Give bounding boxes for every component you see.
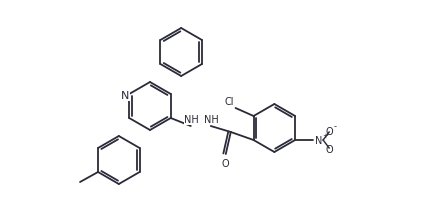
Text: O: O xyxy=(222,158,230,168)
Text: O: O xyxy=(325,144,333,154)
Text: O: O xyxy=(325,126,333,136)
Text: N: N xyxy=(315,135,322,145)
Text: -: - xyxy=(333,122,336,131)
Text: NH: NH xyxy=(204,115,219,124)
Text: +: + xyxy=(322,132,328,138)
Text: N: N xyxy=(121,91,129,101)
Text: Cl: Cl xyxy=(224,97,233,107)
Text: NH: NH xyxy=(184,115,199,124)
